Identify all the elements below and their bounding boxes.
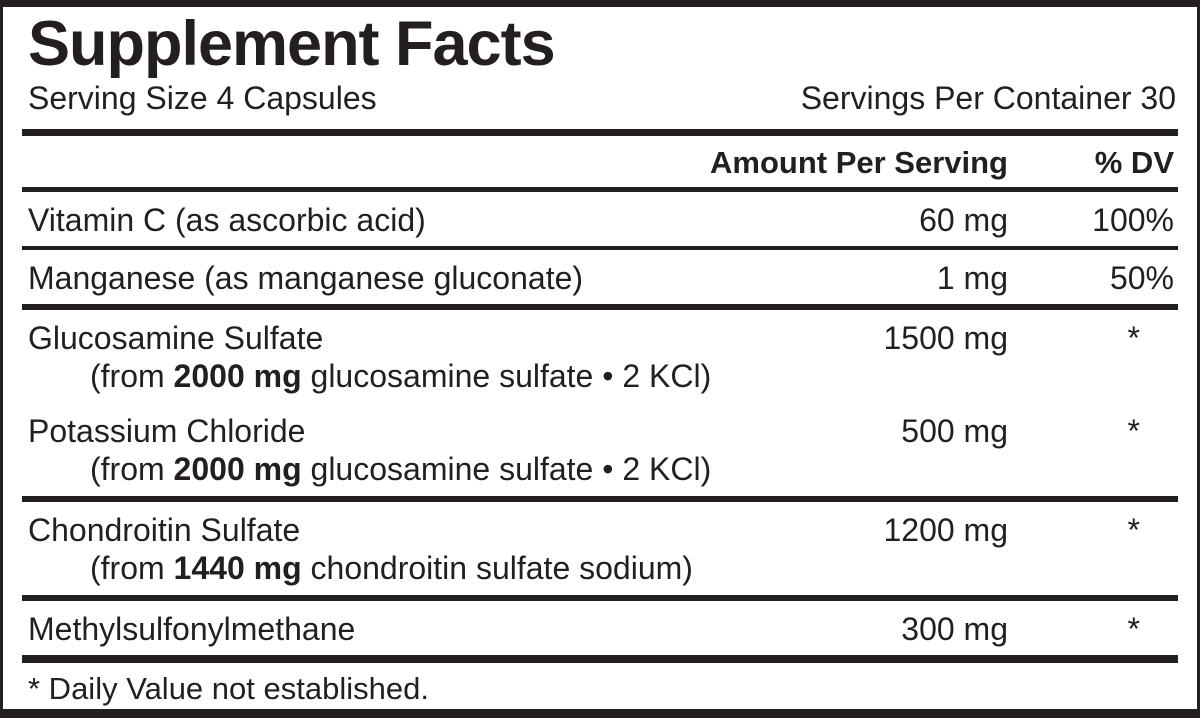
sub-prefix: (from — [90, 358, 174, 394]
divider-medium — [22, 595, 1178, 601]
sub-bold-amount: 2000 mg — [173, 451, 302, 487]
nutrient-dv-asterisk: * — [1127, 611, 1140, 647]
nutrient-dv-asterisk: * — [1127, 413, 1140, 449]
sub-rest: glucosamine sulfate • 2 KCl) — [301, 358, 712, 394]
nutrient-row-vitamin-c: Vitamin C (as ascorbic acid) 60 mg 100% — [22, 192, 1178, 246]
nutrient-dv: 50% — [1109, 260, 1174, 296]
nutrient-name: Manganese (as manganese gluconate) — [28, 260, 584, 296]
sub-bold-amount: 2000 mg — [173, 358, 302, 394]
nutrient-amount: 1200 mg — [883, 512, 1008, 548]
nutrient-amount: 300 mg — [901, 611, 1008, 647]
nutrient-amount: 1500 mg — [883, 320, 1008, 356]
nutrient-row-potassium-chloride: Potassium Chloride 500 mg * — [22, 403, 1178, 452]
sub-rest: glucosamine sulfate • 2 KCl) — [301, 451, 712, 487]
nutrient-row-methylsulfonylmethane: Methylsulfonylmethane 300 mg * — [22, 601, 1178, 655]
serving-info-row: Serving Size 4 Capsules Servings Per Con… — [22, 80, 1178, 116]
sub-bold-amount: 1440 mg — [173, 550, 302, 586]
nutrient-name: Chondroitin Sulfate — [28, 512, 301, 548]
sub-ingredient-line: (from 2000 mg glucosamine sulfate • 2 KC… — [22, 452, 1178, 496]
divider-medium — [22, 496, 1178, 502]
divider-heavy — [22, 129, 1178, 136]
nutrient-name: Methylsulfonylmethane — [28, 611, 356, 647]
nutrient-dv: 100% — [1092, 202, 1174, 238]
nutrient-name: Vitamin C (as ascorbic acid) — [28, 202, 426, 238]
nutrient-row-manganese: Manganese (as manganese gluconate) 1 mg … — [22, 250, 1178, 304]
sub-prefix: (from — [90, 451, 174, 487]
divider-thin — [22, 246, 1178, 250]
column-header-row: Amount Per Serving % DV — [22, 136, 1178, 187]
daily-value-footnote: * Daily Value not established. — [28, 671, 429, 706]
nutrient-amount: 1 mg — [936, 260, 1008, 296]
nutrient-dv-asterisk: * — [1127, 512, 1140, 548]
sub-rest: chondroitin sulfate sodium) — [301, 550, 693, 586]
column-header-amount: Amount Per Serving — [710, 145, 1008, 180]
nutrient-dv-asterisk: * — [1127, 320, 1140, 356]
nutrient-row-chondroitin-sulfate: Chondroitin Sulfate 1200 mg * — [22, 502, 1178, 551]
column-header-dv: % DV — [1094, 145, 1174, 180]
nutrient-name: Glucosamine Sulfate — [28, 320, 324, 356]
sub-prefix: (from — [90, 550, 174, 586]
sub-ingredient-line: (from 2000 mg glucosamine sulfate • 2 KC… — [22, 359, 1178, 403]
divider-medium — [22, 187, 1178, 192]
serving-size-text: Serving Size 4 Capsules — [28, 80, 377, 116]
nutrient-amount: 60 mg — [919, 202, 1008, 238]
servings-per-container-text: Servings Per Container 30 — [800, 80, 1176, 116]
nutrient-name: Potassium Chloride — [28, 413, 306, 449]
divider-medium — [22, 304, 1178, 310]
sub-ingredient-line: (from 1440 mg chondroitin sulfate sodium… — [22, 551, 1178, 595]
panel-title: Supplement Facts — [28, 9, 556, 79]
nutrient-amount: 500 mg — [901, 413, 1008, 449]
divider-thick — [22, 655, 1178, 663]
nutrient-row-glucosamine-sulfate: Glucosamine Sulfate 1500 mg * — [22, 310, 1178, 359]
